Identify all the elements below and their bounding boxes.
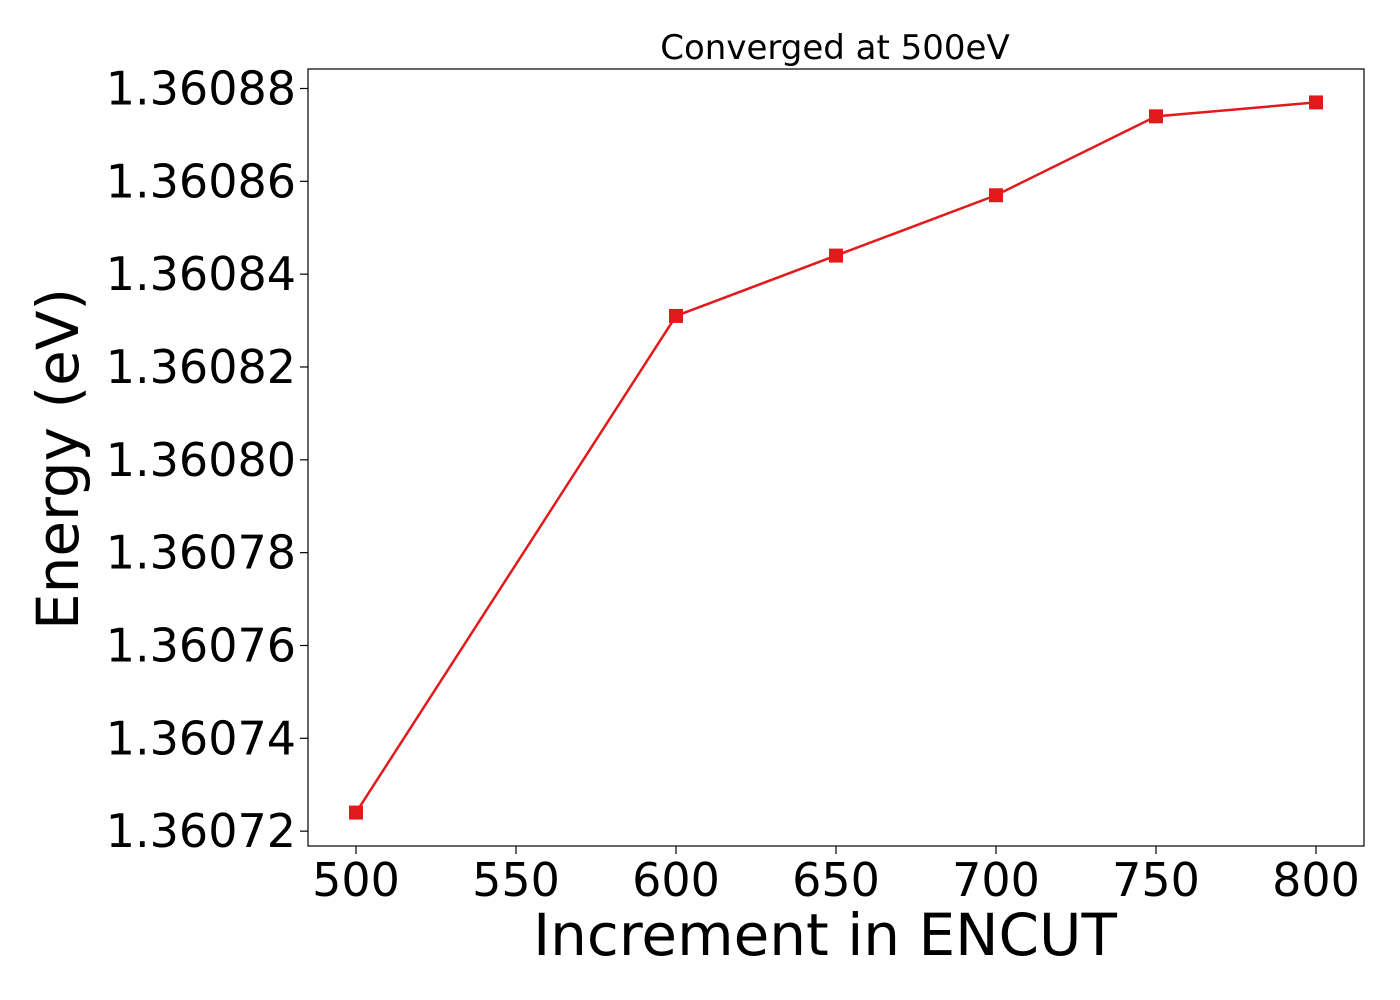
data-point	[1149, 109, 1163, 124]
y-tick-label: 1.36080	[106, 433, 296, 487]
data-point	[829, 248, 843, 263]
x-axis-label: Increment in ENCUT	[533, 901, 1117, 969]
y-axis-label: Energy (eV)	[24, 288, 92, 630]
y-tick-label: 1.36072	[106, 804, 296, 858]
series-layer	[349, 95, 1323, 820]
y-tick-label: 1.36078	[106, 526, 296, 580]
x-tick-label: 700	[952, 853, 1040, 907]
y-axis: 1.36072 1.36074 1.36076 1.36078 1.36080 1.360…	[106, 61, 308, 858]
x-tick-label: 750	[1112, 853, 1200, 907]
x-tick-label: 550	[472, 853, 560, 907]
x-tick-label: 650	[792, 853, 880, 907]
y-tick-label: 1.36082	[106, 340, 296, 394]
data-point	[669, 308, 683, 323]
y-tick-label: 1.36076	[106, 618, 296, 672]
x-axis: 500 550 600 650 700 750 800	[312, 846, 1360, 907]
data-point	[349, 805, 363, 820]
x-tick-label: 800	[1272, 853, 1360, 907]
data-point	[1309, 95, 1323, 110]
y-tick-label: 1.36086	[106, 154, 296, 208]
chart-title: Converged at 500eV	[660, 28, 1009, 68]
data-point	[989, 188, 1003, 203]
y-tick-label: 1.36088	[106, 61, 296, 115]
series-line	[354, 101, 1317, 814]
x-tick-label: 600	[632, 853, 720, 907]
plot-frame	[307, 68, 1365, 847]
y-tick-label: 1.36074	[106, 711, 296, 765]
x-tick-label: 500	[312, 853, 400, 907]
y-tick-label: 1.36084	[106, 247, 296, 301]
